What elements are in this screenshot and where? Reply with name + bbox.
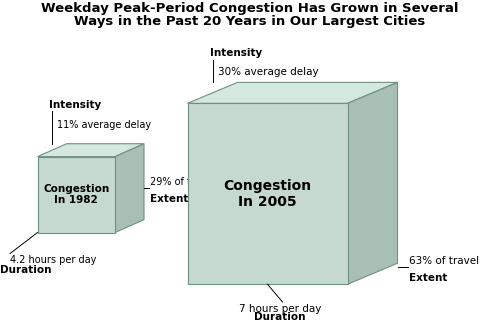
Text: 30% average delay: 30% average delay (218, 67, 318, 77)
Polygon shape (348, 82, 398, 284)
Text: Congestion
In 2005: Congestion In 2005 (224, 179, 312, 209)
Text: 4.2 hours per day: 4.2 hours per day (10, 255, 97, 265)
Text: Extent: Extent (408, 273, 447, 283)
Text: Ways in the Past 20 Years in Our Largest Cities: Ways in the Past 20 Years in Our Largest… (74, 15, 426, 27)
Polygon shape (38, 144, 144, 157)
Text: Duration: Duration (254, 312, 306, 322)
Text: 7 hours per day: 7 hours per day (239, 304, 321, 314)
Text: Duration: Duration (0, 265, 52, 275)
Text: 63% of travel: 63% of travel (408, 256, 478, 266)
Text: Intensity: Intensity (50, 100, 102, 110)
Polygon shape (188, 103, 348, 284)
Text: Weekday Peak-Period Congestion Has Grown in Several: Weekday Peak-Period Congestion Has Grown… (41, 2, 459, 15)
Text: Intensity: Intensity (210, 48, 262, 58)
Polygon shape (38, 157, 115, 233)
Text: Extent: Extent (150, 194, 188, 204)
Text: Congestion
In 1982: Congestion In 1982 (43, 184, 110, 205)
Polygon shape (115, 144, 144, 233)
Text: 29% of travel: 29% of travel (150, 177, 216, 186)
Text: 11% average delay: 11% average delay (57, 120, 151, 130)
Polygon shape (188, 82, 398, 103)
